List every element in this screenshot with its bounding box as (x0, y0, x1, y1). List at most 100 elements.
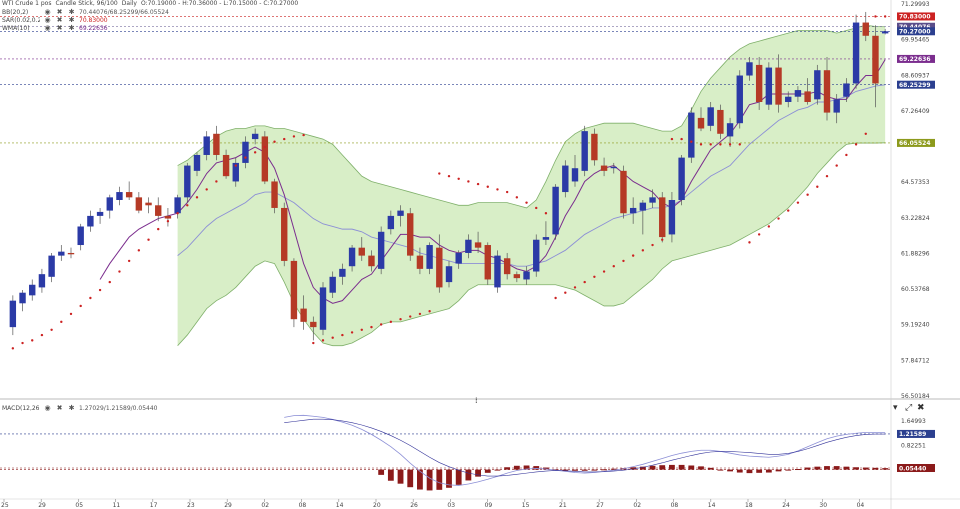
visibility-icon[interactable]: ◉ (44, 404, 51, 412)
candle-body[interactable] (77, 226, 84, 246)
candle-body[interactable] (251, 133, 259, 140)
candle-body[interactable] (9, 300, 17, 328)
candle-body[interactable] (116, 192, 123, 200)
close-icon[interactable]: ✖ (56, 404, 63, 412)
candle-body[interactable] (106, 197, 113, 211)
candle-body[interactable] (368, 255, 375, 267)
candle-body[interactable] (707, 107, 714, 126)
candle-body[interactable] (290, 260, 298, 320)
pane-menu-icon[interactable]: ▾ (893, 403, 898, 413)
candle-body[interactable] (193, 154, 201, 171)
candle-body[interactable] (125, 192, 133, 198)
candle-body[interactable] (833, 99, 840, 113)
candle-body[interactable] (222, 154, 230, 177)
candle-body[interactable] (726, 123, 734, 137)
candle-body[interactable] (513, 274, 521, 279)
candle-body[interactable] (746, 62, 753, 76)
candle-body[interactable] (135, 197, 143, 211)
candle-body[interactable] (145, 202, 152, 206)
candle-body[interactable] (436, 247, 443, 288)
candle-body[interactable] (155, 205, 162, 216)
candle-body[interactable] (794, 90, 802, 97)
visibility-icon[interactable]: ◉ (44, 24, 51, 32)
candle-body[interactable] (688, 112, 695, 158)
candle-body[interactable] (814, 70, 821, 100)
candle-body[interactable] (668, 200, 676, 235)
candle-body[interactable] (785, 96, 792, 102)
candle-body[interactable] (852, 22, 860, 84)
candle-body[interactable] (881, 31, 889, 34)
gear-icon[interactable]: ✱ (68, 24, 75, 32)
candle-body[interactable] (232, 162, 239, 182)
candle-body[interactable] (823, 70, 831, 113)
candle-body[interactable] (96, 211, 104, 216)
gear-icon[interactable]: ✱ (68, 16, 75, 24)
candle-body[interactable] (571, 168, 579, 182)
candle-body[interactable] (242, 141, 249, 163)
candle-body[interactable] (581, 131, 588, 171)
candle-body[interactable] (474, 242, 482, 248)
candle-body[interactable] (48, 255, 55, 277)
candle-body[interactable] (339, 268, 346, 277)
candle-body[interactable] (600, 165, 608, 171)
candle-body[interactable] (843, 83, 850, 97)
close-icon[interactable]: ✖ (56, 24, 63, 32)
candle-body[interactable] (271, 181, 278, 208)
candle-body[interactable] (755, 64, 763, 102)
close-pane-icon[interactable]: ✖ (917, 403, 925, 413)
candle-body[interactable] (358, 247, 365, 256)
candle-body[interactable] (639, 202, 647, 211)
gear-icon[interactable]: ✱ (68, 8, 75, 16)
candle-body[interactable] (329, 276, 336, 293)
candle-body[interactable] (775, 67, 782, 105)
candle-body[interactable] (87, 215, 94, 227)
candle-body[interactable] (261, 136, 269, 182)
candle-body[interactable] (552, 186, 559, 235)
candle-body[interactable] (184, 165, 191, 198)
candle-body[interactable] (164, 215, 172, 219)
candle-body[interactable] (455, 252, 462, 264)
candle-body[interactable] (610, 166, 617, 169)
gear-icon[interactable]: ✱ (68, 404, 75, 412)
candle-body[interactable] (426, 245, 433, 269)
candle-body[interactable] (319, 287, 327, 330)
candle-body[interactable] (174, 197, 181, 214)
candle-body[interactable] (494, 255, 501, 288)
visibility-icon[interactable]: ◉ (44, 16, 51, 24)
candle-body[interactable] (407, 213, 414, 256)
candle-body[interactable] (397, 210, 404, 216)
candle-body[interactable] (387, 215, 395, 230)
candle-body[interactable] (67, 252, 75, 255)
candle-body[interactable] (281, 207, 288, 261)
close-icon[interactable]: ✖ (56, 16, 63, 24)
candle-body[interactable] (659, 197, 666, 238)
close-icon[interactable]: ✖ (56, 8, 63, 16)
candle-body[interactable] (533, 239, 540, 272)
candle-body[interactable] (29, 284, 36, 296)
candle-body[interactable] (465, 239, 472, 253)
candle-body[interactable] (649, 197, 656, 203)
candle-body[interactable] (542, 237, 550, 240)
candle-body[interactable] (213, 133, 220, 155)
candle-body[interactable] (562, 165, 569, 193)
candle-body[interactable] (697, 117, 705, 129)
candle-body[interactable] (629, 207, 637, 214)
candle-body[interactable] (862, 22, 869, 36)
candle-body[interactable] (523, 271, 530, 280)
candle-body[interactable] (445, 266, 453, 283)
candle-body[interactable] (717, 109, 724, 134)
candle-body[interactable] (310, 321, 317, 328)
candle-body[interactable] (765, 67, 773, 105)
candle-body[interactable] (377, 231, 385, 269)
candle-body[interactable] (503, 258, 511, 275)
maximize-icon[interactable]: ⤢ (905, 403, 913, 413)
candle-body[interactable] (58, 251, 65, 256)
candle-body[interactable] (348, 247, 356, 267)
visibility-icon[interactable]: ◉ (44, 8, 51, 16)
candle-body[interactable] (300, 308, 307, 322)
candle-body[interactable] (872, 35, 879, 84)
candle-body[interactable] (416, 255, 424, 269)
candle-body[interactable] (19, 292, 26, 304)
candle-body[interactable] (804, 91, 811, 102)
